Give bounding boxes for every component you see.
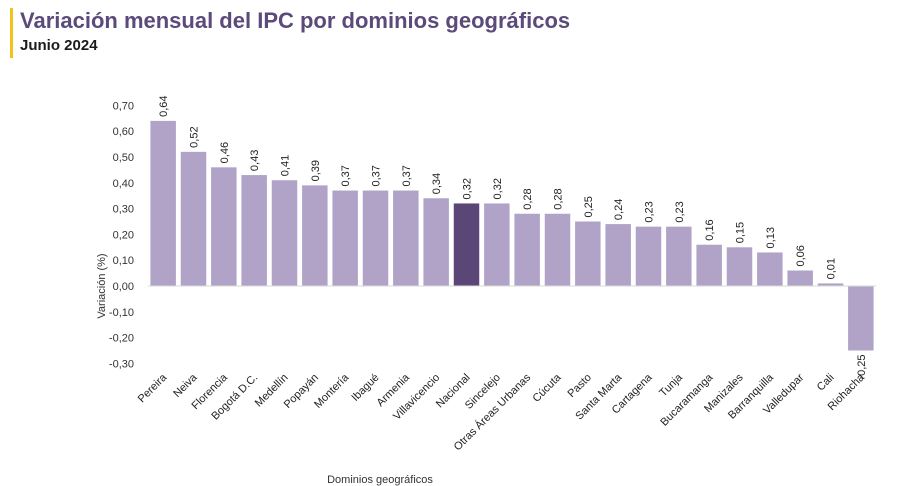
y-tick-label: -0,30 (109, 358, 134, 370)
value-label: 0,37 (371, 165, 383, 186)
value-label: 0,16 (704, 219, 716, 240)
value-label: 0,23 (674, 201, 686, 222)
bar-4 (271, 180, 298, 286)
y-tick-label: 0,40 (113, 178, 134, 190)
y-tick-label: 0,50 (113, 152, 134, 164)
category-label: Montería (312, 371, 352, 411)
bar-17 (666, 226, 692, 286)
bar-1 (180, 151, 207, 286)
value-label: 0,06 (795, 245, 807, 266)
bar-23 (848, 286, 874, 351)
y-tick-label: 0,10 (113, 255, 134, 267)
category-label: Cali (815, 372, 837, 394)
bar-8 (393, 190, 419, 286)
value-label: 0,46 (219, 142, 231, 163)
bar-19 (726, 247, 753, 286)
value-label: 0,13 (765, 227, 777, 248)
y-tick-label: 0,60 (113, 126, 134, 138)
bar-15 (605, 224, 631, 286)
y-tick-label: 0,30 (113, 204, 134, 216)
category-label: Neiva (171, 371, 200, 400)
bar-0 (150, 120, 176, 286)
value-label: 0,52 (189, 126, 201, 147)
y-tick-label: -0,10 (109, 307, 134, 319)
bars (150, 120, 874, 351)
bar-18 (696, 244, 722, 286)
y-axis-label: Variación (%) (96, 253, 108, 318)
bar-20 (757, 252, 783, 286)
bar-12 (514, 213, 540, 286)
bar-6 (332, 190, 358, 286)
bar-14 (575, 221, 601, 286)
bar-7 (362, 190, 389, 286)
value-label: 0,43 (249, 150, 261, 171)
bar-22 (817, 283, 844, 286)
y-tick-label: -0,20 (109, 333, 134, 345)
category-label: Pasto (566, 372, 594, 400)
value-label: 0,37 (401, 165, 413, 186)
y-tick-label: 0,00 (113, 281, 134, 293)
value-labels: 0,64 0,52 0,46 0,43 0,41 0,39 0,37 0,37 0,37 0,34… (158, 95, 868, 379)
value-label: 0,64 (158, 95, 170, 116)
category-label: Cúcuta (530, 371, 564, 405)
category-label: Tunja (657, 371, 685, 399)
value-label: 0,25 (583, 196, 595, 217)
bar-11 (484, 203, 510, 286)
bar-9 (423, 198, 449, 286)
bar-16 (635, 226, 662, 286)
value-label: 0,41 (280, 155, 292, 176)
value-label: 0,28 (522, 188, 534, 209)
value-label: 0,01 (826, 258, 838, 279)
category-label: Pereira (136, 371, 170, 405)
value-label: 0,32 (492, 178, 504, 199)
x-axis-label: Dominios geográficos (327, 474, 433, 486)
value-label: 0,23 (644, 201, 656, 222)
bar-5 (302, 185, 328, 286)
y-axis-ticks: -0,30 -0,20 -0,10 0,00 0,10 0,20 0,30 0,40 0,50 0… (109, 100, 134, 370)
value-label: 0,24 (613, 199, 625, 220)
value-label: 0,34 (431, 173, 443, 194)
category-label: Bucaramanga (658, 371, 716, 429)
value-label: 0,32 (462, 178, 474, 199)
value-label: 0,28 (553, 188, 565, 209)
bar-10 (453, 203, 480, 286)
value-label: 0,39 (310, 160, 322, 181)
value-label: -0,25 (856, 355, 868, 380)
bar-3 (241, 175, 267, 286)
chart-subtitle: Junio 2024 (20, 37, 98, 54)
value-label: 0,15 (735, 222, 747, 243)
bar-13 (544, 213, 571, 286)
value-label: 0,37 (340, 165, 352, 186)
bar-2 (211, 167, 237, 286)
title-accent-bar (10, 8, 13, 58)
y-tick-label: 0,70 (113, 100, 134, 112)
bar-21 (787, 270, 813, 286)
y-tick-label: 0,20 (113, 229, 134, 241)
chart-title: Variación mensual del IPC por dominios g… (20, 8, 571, 33)
